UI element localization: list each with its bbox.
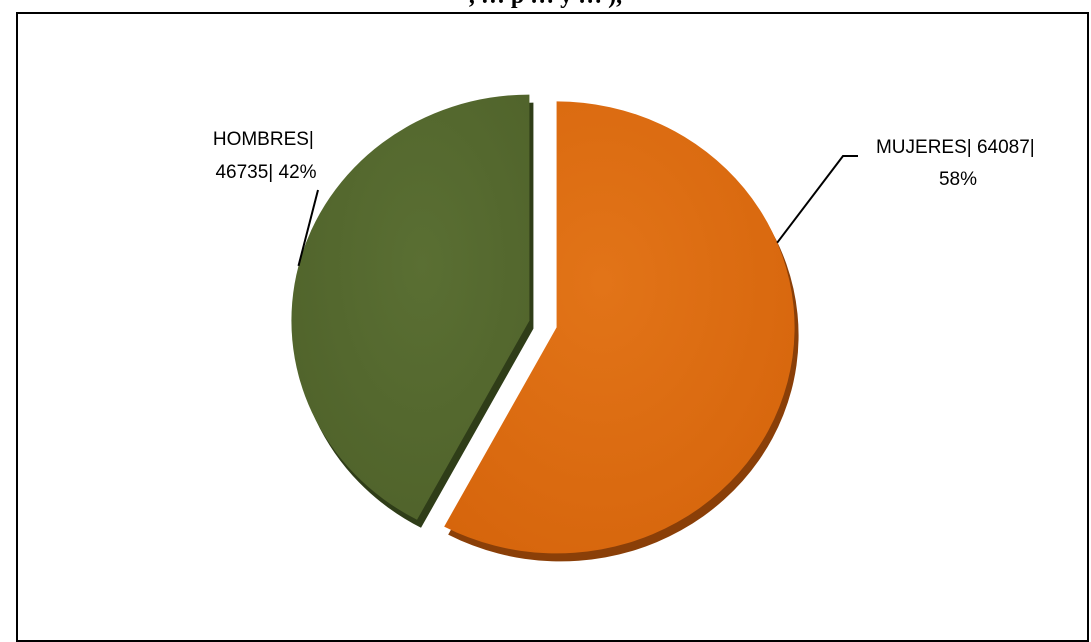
data-label-mujeres: MUJERES| 64087| 58%	[876, 137, 1040, 190]
leader-line-hombres	[297, 189, 319, 267]
pie-slice-hombres	[291, 94, 530, 520]
data-label-mujeres-line1: MUJERES| 64087|	[876, 137, 1035, 158]
data-label-mujeres-line2: 58%	[939, 169, 977, 190]
chart-title-fragment: , … p … y … ),	[0, 0, 1091, 8]
leader-line-mujeres	[776, 155, 858, 244]
pie-slice-mujeres	[444, 101, 795, 554]
data-label-hombres: HOMBRES| 46735| 42%	[213, 129, 319, 183]
data-label-hombres-line1: HOMBRES|	[213, 129, 314, 150]
data-label-hombres-line2: 46735| 42%	[215, 162, 316, 183]
